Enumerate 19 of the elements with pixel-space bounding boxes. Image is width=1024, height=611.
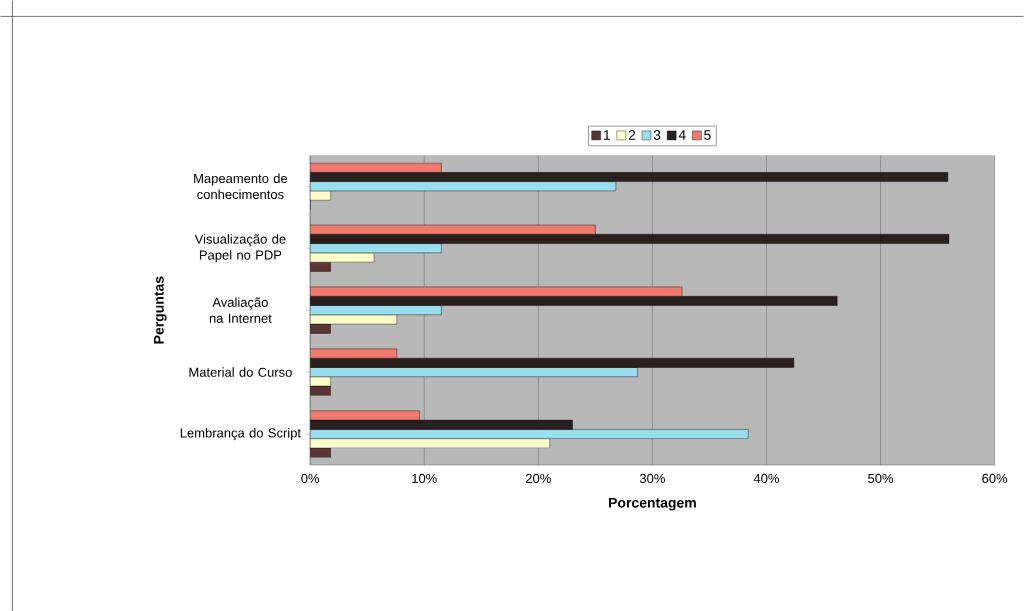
x-tick-label: 10%: [412, 473, 437, 483]
x-tick-label: 40%: [753, 473, 780, 483]
y-axis-title: Perguntas: [154, 276, 167, 344]
x-axis-title: Porcentagem: [609, 497, 696, 511]
x-tick-label: 50%: [868, 473, 894, 483]
y-tick-label: Lembrança do Script: [180, 427, 301, 440]
y-tick-label: Visualização de Papel no PDP: [194, 233, 286, 263]
x-tick-label: 30%: [639, 473, 665, 483]
legend-label: 3: [653, 129, 661, 140]
x-tick-label: 60%: [982, 473, 1008, 483]
y-tick-label: Mapeamento de conhecimentos: [194, 173, 288, 199]
y-tick-label: Avaliação na Internet: [209, 297, 272, 323]
x-tick-label: 0%: [301, 473, 320, 483]
legend-label: 5: [704, 129, 711, 140]
legend-label: 4: [678, 129, 686, 140]
legend-label: 2: [628, 129, 636, 140]
y-tick-label: Material do Curso: [189, 367, 292, 377]
x-tick-label: 20%: [525, 473, 551, 483]
legend-label: 1: [603, 129, 610, 140]
